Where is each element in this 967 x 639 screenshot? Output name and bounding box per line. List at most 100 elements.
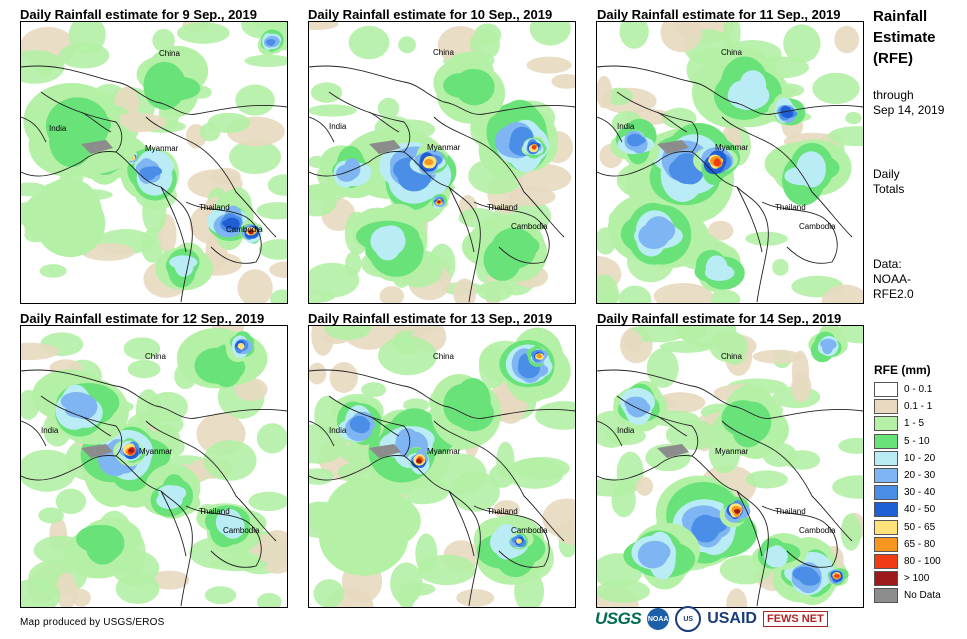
- rainfall-map: China India Myanmar Thailand Cambodia: [309, 326, 575, 607]
- legend-item: 5 - 10: [866, 433, 964, 450]
- legend-item: 40 - 50: [866, 501, 964, 518]
- usaid-seal-logo: US: [675, 606, 702, 632]
- data-source-block: Data: NOAA- RFE2.0: [873, 257, 914, 302]
- fews-net-logo: FEWS NET: [762, 611, 828, 627]
- daily-label: Daily: [873, 167, 900, 181]
- legend-swatch: [874, 450, 898, 466]
- legend-swatch: [874, 571, 898, 587]
- country-label-india: India: [329, 426, 347, 435]
- legend-item: > 100: [866, 570, 964, 587]
- country-label-india: India: [617, 122, 635, 131]
- country-label-myanmar: Myanmar: [715, 447, 749, 456]
- country-label-china: China: [433, 352, 454, 361]
- legend-label: 80 - 100: [904, 555, 941, 567]
- rfe-legend: RFE (mm) 0 - 0.1 0.1 - 1 1 - 5 5 - 10 10 - 2…: [866, 363, 964, 604]
- country-label-myanmar: Myanmar: [715, 143, 749, 152]
- agency-logos: USGS NOAA US USAID FEWS NET: [595, 606, 828, 632]
- rainfall-map-panel: China India Myanmar Thailand Cambodia: [20, 21, 288, 304]
- rainfall-map: China India Myanmar Thailand Cambodia: [597, 22, 863, 303]
- country-label-myanmar: Myanmar: [427, 447, 461, 456]
- legend-item: 80 - 100: [866, 553, 964, 570]
- rainfall-map-panel: China India Myanmar Thailand Cambodia: [596, 325, 864, 608]
- legend-swatch: [874, 468, 898, 484]
- map-title-line: Rainfall: [873, 8, 928, 25]
- through-label: through: [873, 88, 914, 102]
- country-label-myanmar: Myanmar: [145, 144, 179, 153]
- legend-label: 40 - 50: [904, 504, 936, 516]
- rainfall-map-panel: China India Myanmar Thailand Cambodia: [596, 21, 864, 304]
- usaid-logo: USAID: [707, 610, 757, 627]
- country-label-myanmar: Myanmar: [139, 447, 173, 456]
- panel-title-4: Daily Rainfall estimate for 12 Sep., 201…: [20, 311, 265, 326]
- legend-label: 0.1 - 1: [904, 401, 933, 413]
- legend-item: 20 - 30: [866, 467, 964, 484]
- legend-swatch: [874, 536, 898, 552]
- legend-item: 65 - 80: [866, 536, 964, 553]
- country-label-myanmar: Myanmar: [427, 143, 461, 152]
- map-title-line: Estimate: [873, 29, 936, 46]
- legend-rows: 0 - 0.1 0.1 - 1 1 - 5 5 - 10 10 - 20 20 - 30 3…: [866, 381, 964, 604]
- map-credit: Map produced by USGS/EROS: [20, 617, 165, 628]
- legend-swatch: [874, 433, 898, 449]
- legend-label: 65 - 80: [904, 538, 936, 550]
- legend-item: 0 - 0.1: [866, 381, 964, 398]
- country-label-cambodia: Cambodia: [799, 526, 836, 535]
- rainfall-map-panel: China India Myanmar Thailand Cambodia: [308, 21, 576, 304]
- legend-title: RFE (mm): [874, 363, 931, 377]
- rainfall-map: China India Myanmar Thailand Cambodia: [21, 326, 287, 607]
- legend-label: 1 - 5: [904, 418, 925, 430]
- legend-label: 20 - 30: [904, 470, 936, 482]
- country-label-cambodia: Cambodia: [799, 222, 836, 231]
- legend-item: 50 - 65: [866, 519, 964, 536]
- legend-label: 5 - 10: [904, 435, 930, 447]
- country-label-china: China: [721, 352, 742, 361]
- country-label-china: China: [433, 48, 454, 57]
- through-block: through Sep 14, 2019: [873, 88, 944, 118]
- usgs-logo: USGS: [595, 609, 642, 628]
- noaa-logo: NOAA: [647, 608, 670, 630]
- country-label-india: India: [41, 426, 59, 435]
- panel-title-2: Daily Rainfall estimate for 10 Sep., 201…: [308, 7, 553, 22]
- through-date: Sep 14, 2019: [873, 103, 945, 117]
- rainfall-map-panel: China India Myanmar Thailand Cambodia: [20, 325, 288, 608]
- map-title-line: (RFE): [873, 50, 913, 67]
- panel-title-3: Daily Rainfall estimate for 11 Sep., 201…: [597, 7, 841, 22]
- legend-item: No Data: [866, 587, 964, 604]
- legend-item: 10 - 20: [866, 450, 964, 467]
- legend-swatch: [874, 485, 898, 501]
- legend-item: 0.1 - 1: [866, 398, 964, 415]
- legend-swatch: [874, 553, 898, 569]
- legend-swatch: [874, 416, 898, 432]
- country-label-cambodia: Cambodia: [511, 526, 548, 535]
- country-label-china: China: [159, 49, 180, 58]
- legend-swatch: [874, 399, 898, 415]
- map-title: Rainfall Estimate (RFE): [873, 6, 936, 69]
- data-source-line: NOAA-: [873, 272, 912, 286]
- country-label-thailand: Thailand: [199, 203, 230, 212]
- legend-label: No Data: [904, 590, 941, 602]
- country-label-china: China: [145, 352, 166, 361]
- rainfall-map: China India Myanmar Thailand Cambodia: [597, 326, 863, 607]
- legend-swatch: [874, 382, 898, 398]
- legend-label: 10 - 20: [904, 452, 936, 464]
- country-label-thailand: Thailand: [487, 203, 518, 212]
- legend-swatch: [874, 502, 898, 518]
- country-label-cambodia: Cambodia: [226, 225, 263, 234]
- legend-label: 30 - 40: [904, 487, 936, 499]
- daily-totals-block: Daily Totals: [873, 167, 904, 197]
- totals-label: Totals: [873, 182, 905, 196]
- legend-swatch: [874, 588, 898, 604]
- data-source-line: RFE2.0: [873, 287, 914, 301]
- country-label-india: India: [617, 426, 635, 435]
- panel-title-5: Daily Rainfall estimate for 13 Sep., 201…: [308, 311, 553, 326]
- country-label-china: China: [721, 48, 742, 57]
- country-label-cambodia: Cambodia: [223, 526, 260, 535]
- legend-label: 50 - 65: [904, 521, 936, 533]
- data-label: Data:: [873, 257, 902, 271]
- country-label-thailand: Thailand: [199, 507, 230, 516]
- legend-label: 0 - 0.1: [904, 384, 933, 396]
- legend-item: 30 - 40: [866, 484, 964, 501]
- legend-swatch: [874, 519, 898, 535]
- rainfall-map-panel: China India Myanmar Thailand Cambodia: [308, 325, 576, 608]
- country-label-india: India: [49, 124, 67, 133]
